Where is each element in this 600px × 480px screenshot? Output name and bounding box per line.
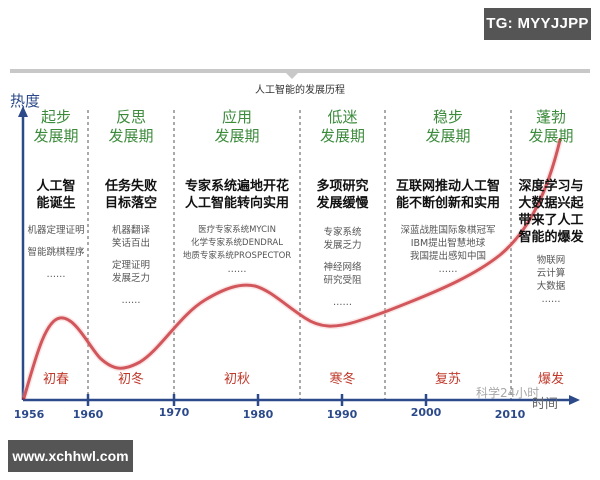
period-pengbo-details: 物联网 云计算 大数据 …… xyxy=(536,255,566,305)
x-axis-arrow-icon xyxy=(569,395,580,405)
period-yingyong-headline: 专家系统遍地开花 人工智能转向实用 xyxy=(184,179,289,211)
phase-title-line1: 蓬勃 xyxy=(535,108,566,126)
season-label: 初秋 xyxy=(223,372,250,387)
season-label: 爆发 xyxy=(537,372,564,387)
telegram-badge: TG: MYYJJPP xyxy=(484,8,591,40)
period-pengbo-headline: 深度学习与 大数据兴起 带来了人工 智能的爆发 xyxy=(518,179,584,245)
year-label: 1980 xyxy=(242,408,274,421)
season-label: 初春 xyxy=(42,372,69,387)
watermark: 科学24小时 xyxy=(476,386,540,400)
x-axis-label: 时间 xyxy=(532,397,559,412)
phase-title-line2: 发展期 xyxy=(319,127,365,145)
phase-title-line2: 发展期 xyxy=(214,127,260,145)
period-dividers xyxy=(87,110,512,400)
heat-curve xyxy=(22,138,562,400)
year-label: 1970 xyxy=(158,406,190,419)
period-dimi-headline: 多项研究 发展缓慢 xyxy=(316,179,369,211)
year-label: 1956 xyxy=(13,408,45,421)
phase-title-line2: 发展期 xyxy=(33,127,79,145)
phase-title-line2: 发展期 xyxy=(528,127,574,145)
x-axis-ticks xyxy=(86,394,428,406)
period-wenbu-details: 深蓝战胜国际象棋冠军 IBM提出智慧地球 我国提出感知中国 …… xyxy=(400,225,496,275)
top-divider-bar xyxy=(10,69,590,73)
phase-title-line1: 应用 xyxy=(221,108,252,126)
year-label: 1960 xyxy=(72,408,104,421)
period-qibu-details: 机器定理证明 智能跳棋程序 …… xyxy=(27,225,85,280)
season-label: 复苏 xyxy=(434,372,461,387)
period-fansi-details: 机器翻译 笑话百出 定理证明 发展乏力 …… xyxy=(111,225,150,306)
website-badge: www.xchhwl.com xyxy=(8,440,133,472)
phase-title-line1: 低迷 xyxy=(327,108,358,126)
y-axis-arrow-icon xyxy=(18,106,28,117)
season-label: 初冬 xyxy=(117,372,144,387)
period-dimi: 低迷 发展期 xyxy=(300,108,385,146)
period-yingyong-details: 医疗专家系统MYCIN 化学专家系统DENDRAL 地质专家系统PROSPECT… xyxy=(182,225,292,275)
y-axis-label: 热度 xyxy=(10,92,41,110)
period-yingyong: 应用 发展期 xyxy=(174,108,300,146)
period-pengbo: 蓬勃 发展期 xyxy=(511,108,591,146)
phase-title-line1: 起步 xyxy=(40,108,71,126)
year-label: 2010 xyxy=(494,408,526,421)
period-wenbu: 稳步 发展期 xyxy=(385,108,511,146)
phase-title-line2: 发展期 xyxy=(425,127,471,145)
period-fansi-headline: 任务失败 目标落空 xyxy=(104,179,157,211)
phase-title-line1: 反思 xyxy=(115,108,146,126)
phase-title-line2: 发展期 xyxy=(108,127,154,145)
season-label: 寒冬 xyxy=(329,372,356,387)
period-qibu: 起步 发展期 xyxy=(24,108,88,146)
year-label: 1990 xyxy=(326,408,358,421)
period-wenbu-headline: 互联网推动人工智 能不断创新和实用 xyxy=(395,179,500,211)
divider-pointer xyxy=(286,73,298,79)
chart-title: 人工智能的发展历程 xyxy=(255,85,345,96)
period-dimi-details: 专家系统 发展乏力 神经网络 研究受阻 …… xyxy=(323,227,362,308)
phase-title-line1: 稳步 xyxy=(432,108,463,126)
period-fansi: 反思 发展期 xyxy=(88,108,174,146)
period-qibu-headline: 人工智 能诞生 xyxy=(36,179,76,211)
year-label: 2000 xyxy=(410,406,442,419)
